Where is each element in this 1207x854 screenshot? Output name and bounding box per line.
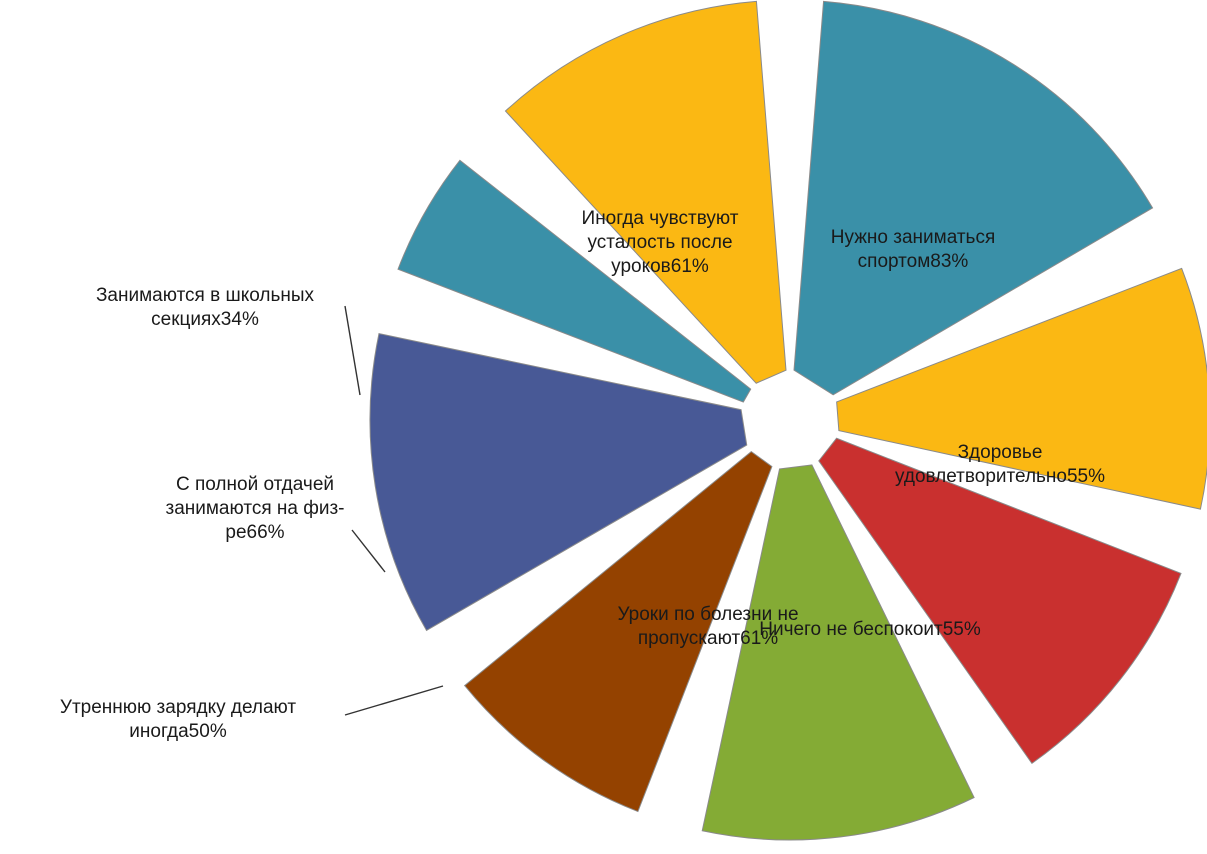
data-label-5: Утреннюю зарядку делают иногда50% xyxy=(60,697,296,742)
pie-slice-6 xyxy=(369,333,748,632)
data-label-8-line-3: уроков61% xyxy=(611,256,709,277)
data-label-2-line-1: Здоровье xyxy=(958,442,1043,463)
pie-slice-1 xyxy=(793,0,1154,396)
data-labels: Нужно заниматься спортом83% Здоровье удовле… xyxy=(60,208,1105,742)
data-label-3: Ничего не беспокоит55% xyxy=(759,619,981,640)
pie-slice-5 xyxy=(463,450,773,813)
data-label-1-line-1: Нужно заниматься xyxy=(831,227,995,248)
data-label-6-line-3: ре66% xyxy=(225,522,284,543)
data-label-8-line-2: усталость после xyxy=(587,232,732,253)
pie-slice-7 xyxy=(397,159,752,403)
data-label-5-line-2: иногда50% xyxy=(129,721,227,742)
data-label-7-line-2: секциях34% xyxy=(151,309,259,330)
data-label-8-line-1: Иногда чувствуют xyxy=(582,208,739,229)
leader-line-6 xyxy=(351,529,386,573)
pie-slice-2 xyxy=(836,267,1207,510)
data-label-8: Иногда чувствуют усталость после уроков61% xyxy=(582,208,739,277)
leader-line-5 xyxy=(344,685,444,716)
data-label-6-line-2: занимаются на физ- xyxy=(165,498,344,519)
pie-slice-4 xyxy=(701,464,975,841)
data-label-7: Занимаются в школьных секциях34% xyxy=(96,285,315,330)
data-label-6: С полной отдачей занимаются на физ-ре66% xyxy=(165,474,344,543)
pie-slice-3 xyxy=(818,437,1182,765)
data-label-4-line-1: Уроки по болезни не xyxy=(617,604,798,625)
data-label-2-line-2: удовлетворительно55% xyxy=(895,466,1105,487)
data-label-5-line-1: Утреннюю зарядку делают xyxy=(60,697,296,718)
data-label-6-line-1: С полной отдачей xyxy=(176,474,334,495)
data-label-2: Здоровье удовлетворительно55% xyxy=(895,442,1105,487)
data-label-7-line-1: Занимаются в школьных xyxy=(96,285,315,306)
data-label-4-line-2: пропускают61% xyxy=(638,628,778,649)
data-label-1: Нужно заниматься спортом83% xyxy=(831,227,995,272)
data-label-3-line-1: Ничего не беспокоит55% xyxy=(759,619,981,640)
pie-slice-8 xyxy=(504,0,787,384)
data-label-4: Уроки по болезни не пропускают61% xyxy=(617,604,798,649)
leader-lines xyxy=(344,305,444,716)
data-label-1-line-2: спортом83% xyxy=(858,251,969,272)
leader-line-7 xyxy=(344,305,361,396)
slices-layer xyxy=(369,0,1207,841)
